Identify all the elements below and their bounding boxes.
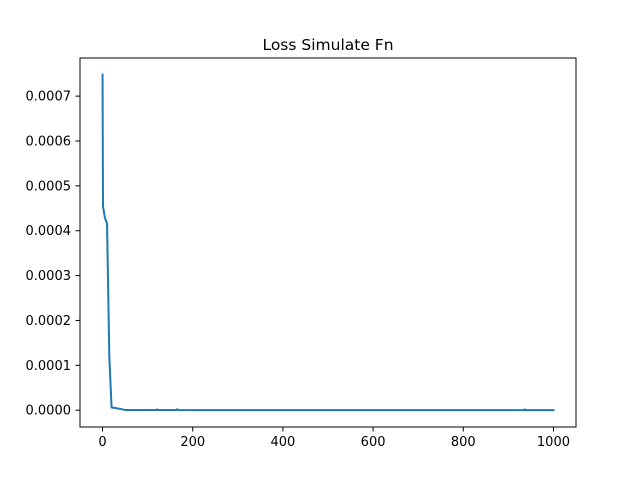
axes-frame [79, 57, 577, 428]
y-tick-label: 0.0003 [26, 269, 72, 284]
y-tick-label: 0.0004 [26, 224, 72, 239]
y-tick-label: 0.0001 [26, 359, 72, 374]
y-tick-label: 0.0002 [26, 314, 72, 329]
axes-layer: 0 200 400 600 800 1000 0.0000 0.0001 0.0002 0.000… [26, 57, 577, 450]
y-tick-label: 0.0000 [26, 404, 72, 419]
series-line-0 [101, 73, 555, 412]
chart-title: Loss Simulate Fn [262, 36, 393, 54]
x-tick-label: 600 [361, 435, 386, 450]
x-tick-label: 200 [180, 435, 205, 450]
y-tick-label: 0.0005 [26, 179, 72, 194]
x-tick-label: 0 [98, 435, 106, 450]
y-tick-label: 0.0007 [26, 90, 72, 105]
series-layer [101, 73, 555, 412]
x-tick-label: 1000 [537, 435, 570, 450]
x-tick-label: 800 [451, 435, 476, 450]
x-tick-label: 400 [270, 435, 295, 450]
y-tick-label: 0.0006 [26, 134, 72, 149]
